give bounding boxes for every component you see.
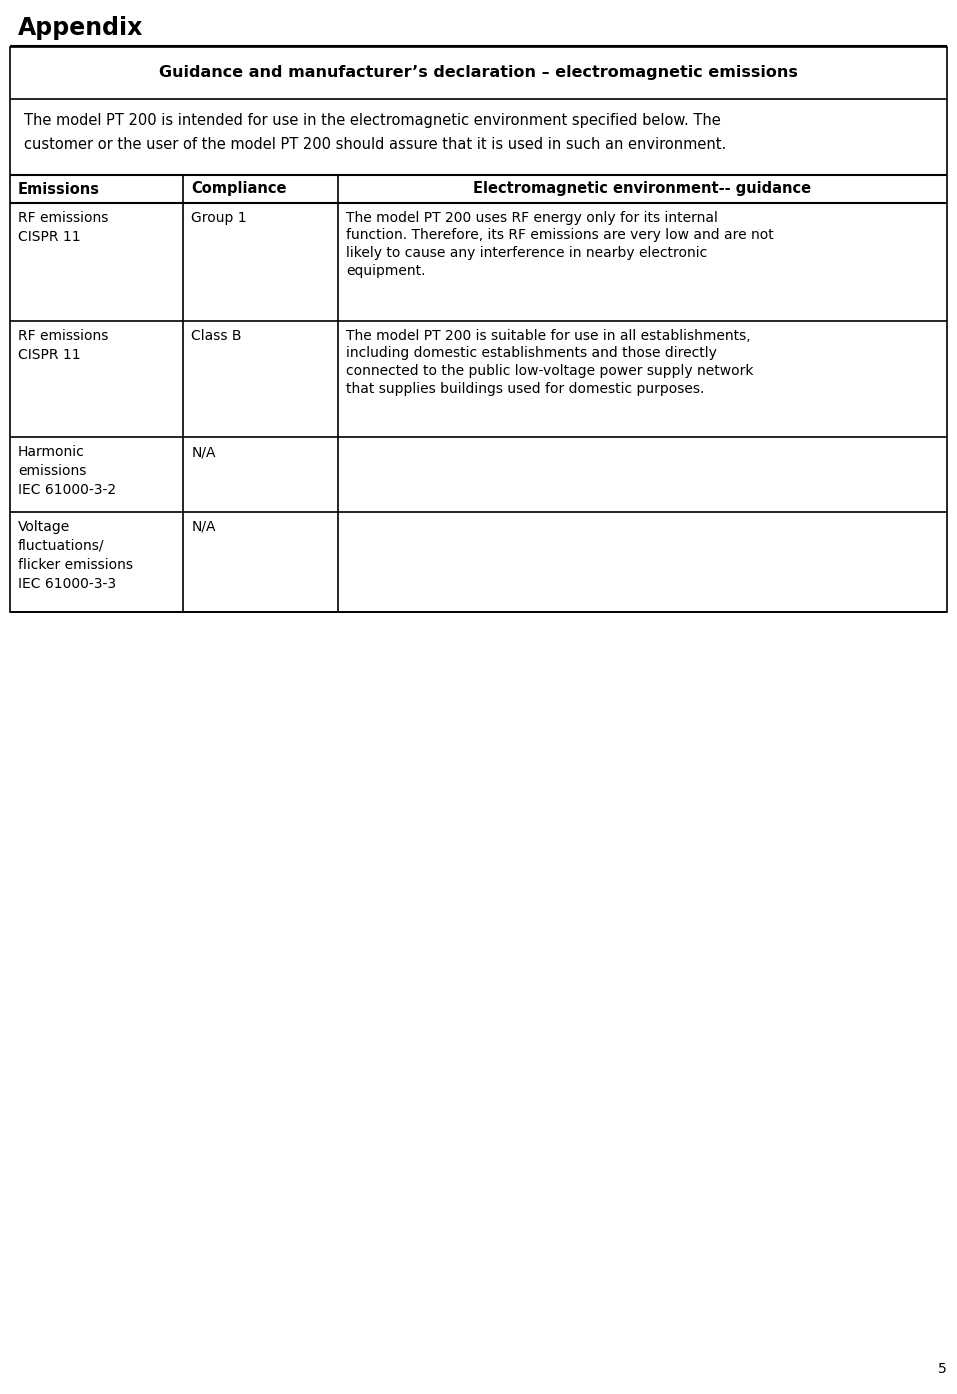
- Text: The model PT 200 is suitable for use in all establishments,: The model PT 200 is suitable for use in …: [345, 329, 750, 343]
- Text: likely to cause any interference in nearby electronic: likely to cause any interference in near…: [345, 245, 707, 261]
- Text: customer or the user of the model PT 200 should assure that it is used in such a: customer or the user of the model PT 200…: [24, 137, 726, 152]
- Bar: [10, 47, 947, 612]
- Text: connected to the public low-voltage power supply network: connected to the public low-voltage powe…: [345, 364, 753, 378]
- Text: N/A: N/A: [191, 520, 216, 534]
- Text: 5: 5: [938, 1362, 947, 1376]
- Text: N/A: N/A: [191, 445, 216, 459]
- Text: Group 1: Group 1: [191, 210, 247, 224]
- Text: Compliance: Compliance: [191, 181, 287, 197]
- Text: Emissions: Emissions: [18, 181, 100, 197]
- Text: including domestic establishments and those directly: including domestic establishments and th…: [345, 347, 717, 361]
- Text: Harmonic
emissions
IEC 61000-3-2: Harmonic emissions IEC 61000-3-2: [18, 445, 116, 496]
- Text: that supplies buildings used for domestic purposes.: that supplies buildings used for domesti…: [345, 382, 704, 396]
- Text: function. Therefore, its RF emissions are very low and are not: function. Therefore, its RF emissions ar…: [345, 229, 773, 243]
- Text: The model PT 200 is intended for use in the electromagnetic environment specifie: The model PT 200 is intended for use in …: [24, 113, 721, 128]
- Text: RF emissions
CISPR 11: RF emissions CISPR 11: [18, 210, 108, 244]
- Text: Appendix: Appendix: [18, 15, 144, 40]
- Text: Voltage
fluctuations/
flicker emissions
IEC 61000-3-3: Voltage fluctuations/ flicker emissions …: [18, 520, 133, 591]
- Text: Guidance and manufacturer’s declaration – electromagnetic emissions: Guidance and manufacturer’s declaration …: [159, 66, 798, 81]
- Text: Electromagnetic environment-- guidance: Electromagnetic environment-- guidance: [474, 181, 812, 197]
- Text: Class B: Class B: [191, 329, 242, 343]
- Text: RF emissions
CISPR 11: RF emissions CISPR 11: [18, 329, 108, 362]
- Text: equipment.: equipment.: [345, 263, 426, 277]
- Text: The model PT 200 uses RF energy only for its internal: The model PT 200 uses RF energy only for…: [345, 210, 718, 224]
